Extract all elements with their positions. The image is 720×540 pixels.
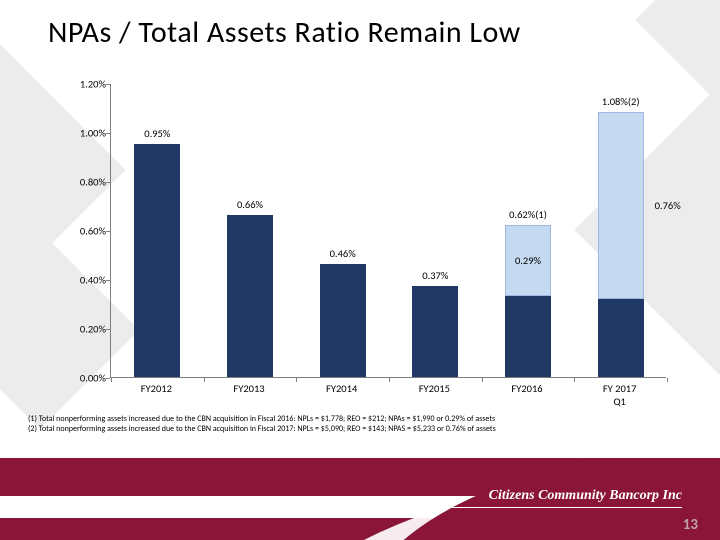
- bar-value-label: 0.37%: [422, 269, 448, 282]
- x-tick-mark: [204, 378, 205, 382]
- y-tick-mark: [106, 329, 110, 330]
- bar-total-label: 1.08%(2): [602, 95, 640, 108]
- x-tick-mark: [389, 378, 390, 382]
- x-tick-mark: [574, 378, 575, 382]
- y-tick-mark: [106, 133, 110, 134]
- bar-base: [227, 215, 273, 377]
- bar-value-label: 0.95%: [144, 127, 170, 140]
- page-title: NPAs / Total Assets Ratio Remain Low: [0, 0, 720, 55]
- footnote-2: (2) Total nonperforming assets increased…: [28, 424, 496, 434]
- x-tick-mark: [482, 378, 483, 382]
- bar-value-label: 0.66%: [237, 198, 263, 211]
- y-tick-mark: [106, 280, 110, 281]
- y-tick-mark: [106, 84, 110, 85]
- bar-value-label: 0.46%: [330, 247, 356, 260]
- bar-overlay: [598, 112, 644, 298]
- x-axis-label: FY2012: [141, 382, 172, 395]
- bar-base: [598, 299, 644, 377]
- bar-base: [505, 296, 551, 377]
- y-axis-label: 0.20%: [54, 323, 106, 336]
- chart-plot-area: 0.95%0.66%0.46%0.37%0.29%0.62%(1)0.76%1.…: [110, 84, 666, 378]
- x-axis-label: FY2015: [419, 382, 450, 395]
- bar-base: [320, 264, 366, 377]
- footnotes: (1) Total nonperforming assets increased…: [28, 414, 496, 434]
- y-axis-label: 0.80%: [54, 176, 106, 189]
- footer-band: Citizens Community Bancorp Inc 13: [0, 458, 720, 540]
- brand-logo: Citizens Community Bancorp Inc: [489, 488, 682, 504]
- page-number: 13: [683, 516, 698, 534]
- bar-total-label: 0.62%(1): [509, 208, 547, 221]
- x-tick-mark: [667, 378, 668, 382]
- y-axis-label: 0.00%: [54, 372, 106, 385]
- x-axis-label: FY 2017 Q1: [596, 382, 642, 408]
- slide: NPAs / Total Assets Ratio Remain Low 0.9…: [0, 0, 720, 540]
- footnote-1: (1) Total nonperforming assets increased…: [28, 414, 496, 424]
- y-axis-label: 0.60%: [54, 225, 106, 238]
- bar-base: [134, 144, 180, 377]
- x-axis-label: FY2014: [326, 382, 357, 395]
- y-tick-mark: [106, 182, 110, 183]
- bar-overlay-label: 0.76%: [655, 199, 681, 212]
- bar-base: [412, 286, 458, 377]
- npa-ratio-chart: 0.95%0.66%0.46%0.37%0.29%0.62%(1)0.76%1.…: [54, 84, 666, 402]
- y-axis-label: 1.00%: [54, 127, 106, 140]
- x-axis-label: FY2013: [233, 382, 264, 395]
- x-tick-mark: [296, 378, 297, 382]
- y-tick-mark: [106, 378, 110, 379]
- x-axis-label: FY2016: [511, 382, 542, 395]
- y-tick-mark: [106, 231, 110, 232]
- y-axis-label: 1.20%: [54, 78, 106, 91]
- brand-underline: [452, 507, 682, 508]
- y-axis-label: 0.40%: [54, 274, 106, 287]
- bar-overlay-label: 0.29%: [515, 254, 541, 267]
- x-tick-mark: [111, 378, 112, 382]
